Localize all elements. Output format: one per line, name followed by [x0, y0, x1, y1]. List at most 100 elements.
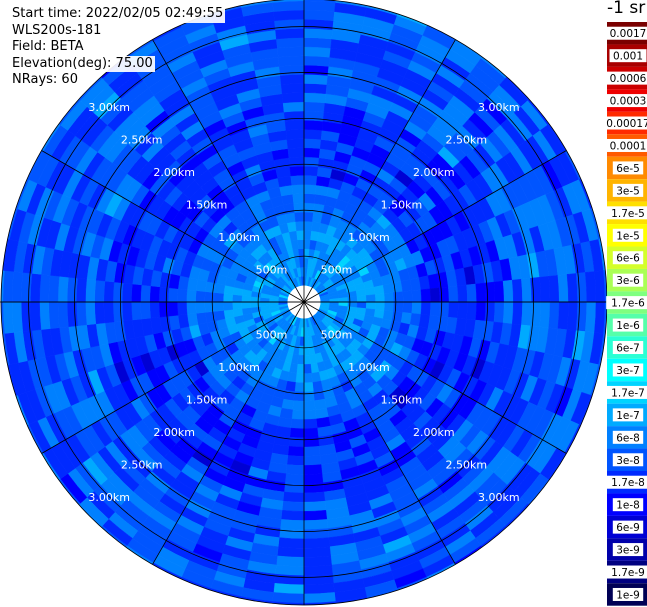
- colorbar-label-bg: [612, 318, 644, 332]
- gate-cell: [575, 272, 588, 303]
- colorbar-label-bg: [612, 408, 644, 422]
- gate-cell: [196, 279, 208, 292]
- gate-cell: [281, 194, 294, 206]
- gate-cell: [585, 301, 597, 333]
- gate-cell: [314, 194, 327, 206]
- gate-cell: [272, 592, 305, 604]
- gate-cell: [20, 301, 33, 332]
- gate-cell: [158, 286, 170, 303]
- gate-cell: [281, 92, 305, 104]
- colorbar-label: 3e-5: [616, 185, 640, 197]
- gate-cell: [292, 400, 305, 411]
- gate-cell: [66, 301, 78, 327]
- colorbar-label-bg: [612, 363, 644, 377]
- gate-cell: [121, 282, 133, 303]
- gate-cell: [186, 289, 197, 303]
- gate-cell: [521, 277, 532, 303]
- gate-cell: [250, 301, 261, 308]
- colorbar-label: 6e-5: [616, 163, 640, 175]
- colorbar-label-bg: [606, 138, 647, 152]
- range-ring-label: 2.50km: [446, 134, 488, 147]
- colorbar-label-bg: [606, 206, 647, 220]
- gate-cell: [594, 270, 606, 303]
- gate-cell: [167, 287, 179, 303]
- gate-cell: [284, 473, 305, 485]
- gate-cell: [382, 283, 394, 294]
- gate-cell: [429, 301, 441, 317]
- gate-cell: [303, 0, 336, 12]
- gate-cell: [177, 301, 188, 316]
- colorbar-label: 0.0017: [610, 28, 647, 40]
- colorbar-label-bg: [606, 94, 647, 108]
- gate-cell: [303, 46, 331, 58]
- gate-cell: [303, 427, 319, 439]
- gate-cell: [303, 18, 334, 31]
- gate-cell: [287, 446, 305, 457]
- gate-cell: [48, 275, 60, 303]
- gate-cell: [295, 220, 305, 231]
- range-ring-label: 1.50km: [381, 393, 423, 406]
- gate-cell: [493, 301, 505, 324]
- gate-cell: [213, 292, 224, 303]
- colorbar-label-bg: [606, 71, 647, 85]
- gate-cell: [303, 129, 323, 140]
- gate-cell: [149, 285, 160, 303]
- gate-cell: [303, 64, 329, 76]
- range-ring-label: 500m: [321, 328, 353, 341]
- gate-cell: [2, 270, 14, 303]
- gate-cell: [303, 37, 332, 49]
- gate-cell: [284, 119, 305, 131]
- gate-cell: [283, 110, 305, 122]
- colorbar-label-bg: [606, 26, 647, 40]
- gate-cell: [475, 301, 487, 322]
- gate-cell: [131, 283, 142, 303]
- gate-cell: [288, 436, 305, 448]
- gate-cell: [30, 273, 42, 303]
- range-ring-label: 1.50km: [381, 199, 423, 212]
- colorbar-label: 3e-9: [616, 545, 640, 557]
- colorbar-label-bg: [612, 161, 644, 175]
- gate-cell: [2, 301, 14, 334]
- gate-cell: [303, 184, 317, 195]
- gate-cell: [196, 312, 208, 325]
- gate-cell: [140, 284, 151, 303]
- gate-cell: [296, 230, 305, 241]
- start-time: Start time: 2022/02/05 02:49:55: [10, 6, 226, 23]
- gate-cell: [303, 138, 322, 149]
- colorbar-label: 6e-9: [616, 522, 640, 534]
- colorbar-label: 6e-6: [616, 253, 640, 265]
- gate-cell: [303, 101, 326, 113]
- gate-cell: [303, 583, 335, 595]
- gate-cell: [286, 455, 305, 466]
- gate-cell: [276, 555, 305, 567]
- gate-cell: [303, 446, 321, 457]
- gate-cell: [420, 301, 431, 316]
- gate-cell: [48, 301, 60, 329]
- range-ring-label: 3.00km: [88, 101, 130, 114]
- gate-cell: [259, 301, 270, 307]
- gate-cell: [303, 110, 325, 122]
- colorbar-label: 1.7e-5: [611, 208, 645, 220]
- gate-cell: [285, 464, 305, 475]
- gate-cell: [400, 279, 412, 292]
- gate-cell: [384, 301, 395, 312]
- gate-cell: [303, 537, 330, 549]
- gate-cell: [365, 294, 376, 303]
- gate-cell: [502, 301, 514, 325]
- gate-cell: [566, 273, 578, 303]
- gate-cell: [511, 278, 523, 303]
- gate-cell: [303, 464, 323, 475]
- gate-cell: [288, 156, 305, 168]
- colorbar-label: 1.7e-8: [611, 477, 645, 489]
- gate-cell: [291, 184, 305, 195]
- gate-cell: [303, 119, 324, 131]
- gate-cell: [530, 277, 542, 303]
- gate-cell: [94, 301, 106, 325]
- gate-cell: [204, 291, 215, 303]
- gate-cell: [281, 398, 294, 410]
- colorbar-label-bg: [612, 587, 644, 601]
- gate-cell: [275, 564, 305, 576]
- gate-cell: [149, 301, 160, 319]
- gate-cell: [548, 275, 560, 303]
- gate-cell: [222, 293, 233, 303]
